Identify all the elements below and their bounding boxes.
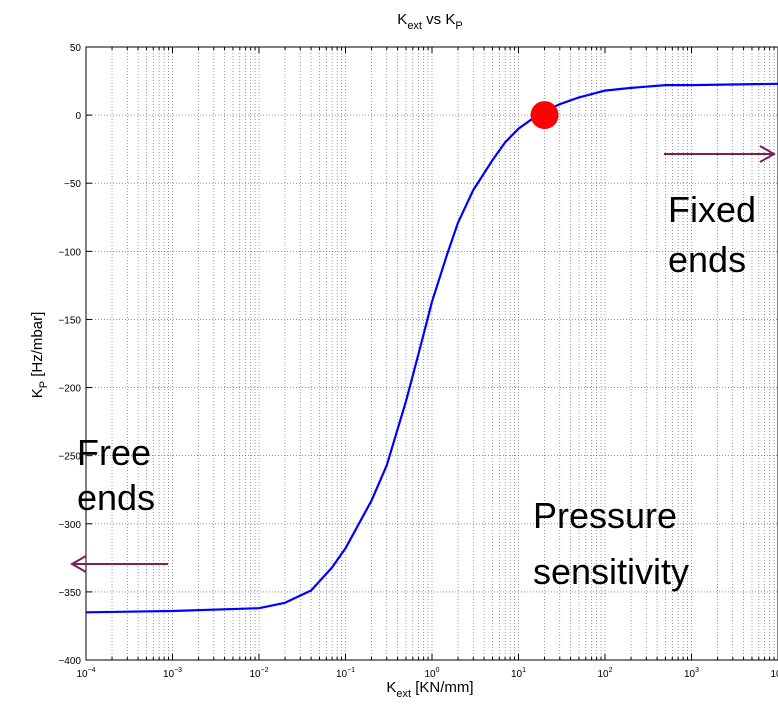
x-tick-base: 10 xyxy=(684,669,696,680)
x-tick-base: 10 xyxy=(424,669,436,680)
x-tick-label: 10−1 xyxy=(336,667,355,680)
series-layer xyxy=(85,82,778,614)
x-tick-base: 10 xyxy=(163,669,175,680)
ylabel-rest: [Hz/mbar] xyxy=(29,312,46,381)
x-tick-exponent: −3 xyxy=(174,667,182,674)
y-tick-label: −150 xyxy=(58,315,81,326)
chart-title: Kext vs KP xyxy=(397,11,462,32)
x-tick-base: 10 xyxy=(597,669,609,680)
x-tick-base: 10 xyxy=(336,669,348,680)
fixed-ends-label-line1: Fixed xyxy=(668,189,756,230)
x-tick-exponent: −2 xyxy=(261,667,269,674)
x-axis-label: Kext [KN/mm] xyxy=(386,679,473,700)
y-tick-label: −100 xyxy=(58,247,81,258)
y-tick-label: −350 xyxy=(58,588,81,599)
y-tick-label: −50 xyxy=(64,179,81,190)
fixed-arrow-head xyxy=(759,145,777,163)
x-tick-exponent: 2 xyxy=(609,667,613,674)
pressure-label-line2: sensitivity xyxy=(533,551,689,592)
x-tick-base: 10 xyxy=(511,669,523,680)
y-axis-label: KP [Hz/mbar] xyxy=(29,312,50,399)
y-tick-label: −300 xyxy=(58,520,81,531)
free-arrow-head xyxy=(69,555,87,573)
y-tick-label: −250 xyxy=(58,452,81,463)
x-tick-exponent: 0 xyxy=(436,667,440,674)
title-k: K xyxy=(397,11,407,28)
x-tick-label: 100 xyxy=(424,667,439,680)
fixed-ends-arrow xyxy=(664,145,777,163)
pressure-label-line1: Pressure xyxy=(533,495,677,536)
free-ends-label-line1: Free xyxy=(77,432,151,473)
x-tick-exponent: 3 xyxy=(695,667,699,674)
x-tick-base: 10 xyxy=(249,669,261,680)
fixed-ends-label-line2: ends xyxy=(668,239,746,280)
x-tick-base: 10 xyxy=(770,669,778,680)
x-tick-label: 104 xyxy=(770,667,778,680)
x-tick-label: 10−2 xyxy=(249,667,268,680)
y-tick-label: 50 xyxy=(70,43,82,54)
x-tick-label: 10−4 xyxy=(76,667,95,680)
xlabel-rest: [KN/mm] xyxy=(411,679,474,696)
x-tick-exponent: −4 xyxy=(88,667,96,674)
xlabel-sub: ext xyxy=(396,688,411,700)
title-vs-sub: P xyxy=(455,20,462,32)
y-tick-label: −200 xyxy=(58,384,81,395)
ylabel-sub: P xyxy=(38,381,50,388)
x-tick-label: 103 xyxy=(684,667,699,680)
free-ends-label-line2: ends xyxy=(77,477,155,518)
x-tick-exponent: 1 xyxy=(522,667,526,674)
axis-ticks: 10−410−310−210−1100101102103104500−50−10… xyxy=(58,43,778,680)
title-k-sub: ext xyxy=(407,20,422,32)
x-tick-label: 101 xyxy=(511,667,526,680)
grid xyxy=(85,46,778,661)
x-tick-base: 10 xyxy=(76,669,88,680)
marker-point xyxy=(530,101,559,130)
series-line xyxy=(85,82,778,614)
y-tick-label: −400 xyxy=(58,656,81,667)
y-tick-label: 0 xyxy=(75,111,81,122)
free-ends-arrow xyxy=(69,555,168,573)
x-tick-label: 10−3 xyxy=(163,667,182,680)
xlabel-k: K xyxy=(386,679,396,696)
x-tick-label: 102 xyxy=(597,667,612,680)
ylabel-k: K xyxy=(29,388,46,398)
title-vs: vs K xyxy=(422,11,455,28)
x-tick-exponent: −1 xyxy=(347,667,355,674)
